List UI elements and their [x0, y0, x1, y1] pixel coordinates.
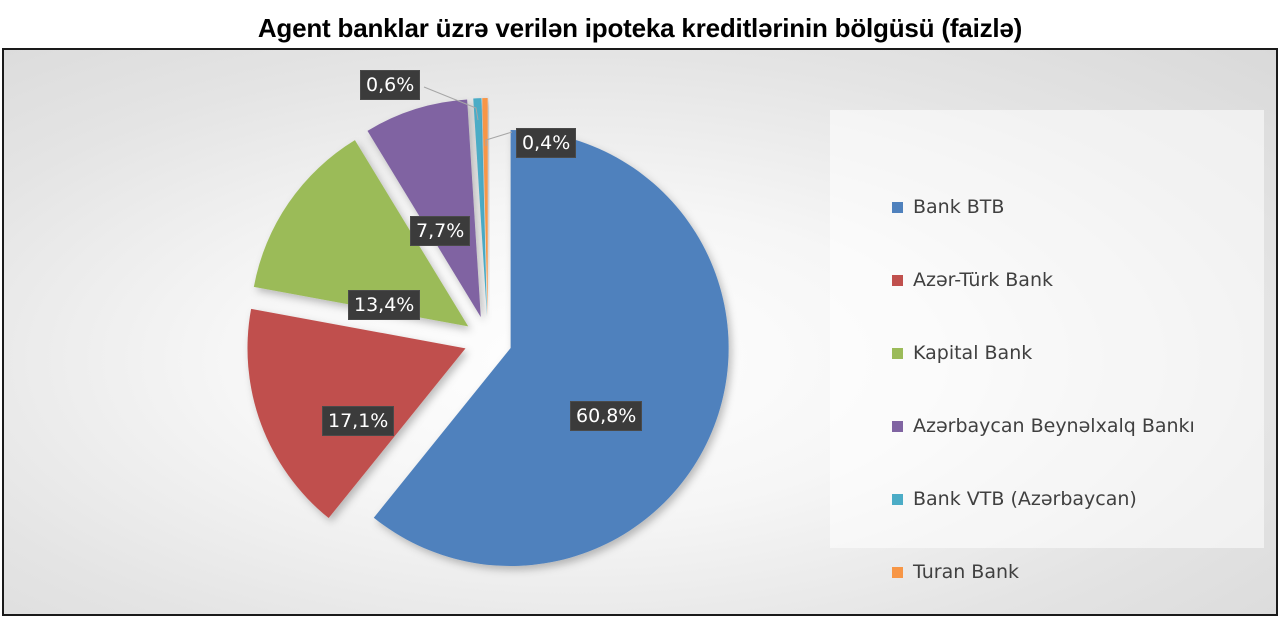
legend-label-2: Kapital Bank	[913, 342, 1033, 364]
chart-title: Agent banklar üzrə verilən ipoteka kredi…	[257, 13, 1023, 43]
legend-swatch-2	[892, 347, 903, 359]
legend-label-1: Azər-Türk Bank	[913, 269, 1053, 291]
legend-swatch-0	[892, 201, 903, 213]
pie-slice-0	[373, 129, 729, 566]
data-label-5: 0,4%	[516, 128, 577, 158]
pie-chart	[247, 86, 729, 566]
legend-item-2: Kapital Bank	[892, 341, 1032, 365]
leader-line-0-4	[485, 131, 513, 146]
legend-item-4: Bank VTB (Azərbaycan)	[892, 487, 1137, 511]
chart-area: Bank BTB Azər-Türk Bank Kapital Bank Azə…	[2, 48, 1278, 616]
legend-swatch-5	[892, 566, 903, 578]
legend-label-0: Bank BTB	[913, 196, 1005, 218]
legend-item-0: Bank BTB	[892, 195, 1004, 219]
leader-line-0-6	[423, 86, 479, 121]
legend-label-4: Bank VTB (Azərbaycan)	[913, 488, 1137, 510]
legend-swatch-1	[892, 274, 903, 286]
legend-item-5: Turan Bank	[892, 560, 1019, 584]
legend-swatch-3	[892, 420, 903, 432]
data-label-4: 0,6%	[360, 70, 421, 100]
data-label-1: 17,1%	[322, 406, 395, 436]
data-label-0: 60,8%	[570, 401, 643, 431]
pie-slice-3	[367, 99, 481, 318]
data-label-2: 13,4%	[348, 290, 421, 320]
data-label-3: 7,7%	[410, 216, 471, 246]
pie-slice-5	[482, 98, 488, 317]
pie-slice-4	[473, 98, 487, 317]
legend-label-5: Turan Bank	[913, 561, 1020, 583]
legend-swatch-4	[892, 493, 903, 505]
legend-item-1: Azər-Türk Bank	[892, 268, 1053, 292]
legend-label-3: Azərbaycan Beynəlxalq Bankı	[913, 415, 1195, 437]
pie-slice-2	[253, 140, 469, 327]
legend-item-3: Azərbaycan Beynəlxalq Bankı	[892, 414, 1195, 438]
legend: Bank BTB Azər-Türk Bank Kapital Bank Azə…	[830, 110, 1264, 583]
